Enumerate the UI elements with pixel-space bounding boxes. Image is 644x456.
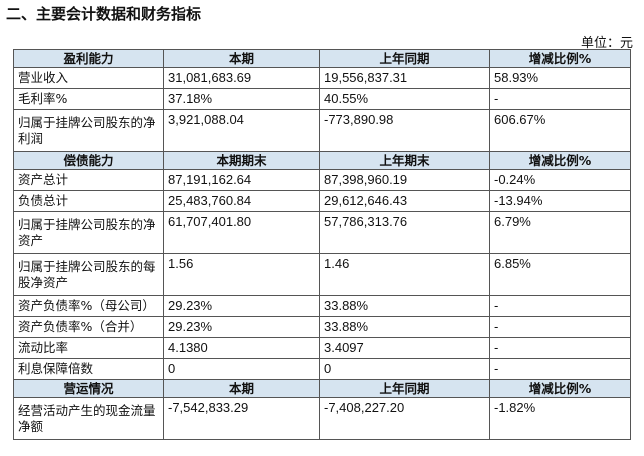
change-pct: 6.85% <box>489 253 631 296</box>
current-value: 61,707,401.80 <box>163 211 320 254</box>
current-value: 3,921,088.04 <box>163 109 320 152</box>
prior-value: 87,398,960.19 <box>319 169 490 191</box>
row-label: 流动比率 <box>13 337 164 359</box>
table-row: 经营活动产生的现金流量净额 -7,542,833.29 -7,408,227.2… <box>13 397 631 440</box>
prior-value: -7,408,227.20 <box>319 397 490 440</box>
section-header-solvency: 偿债能力 本期期末 上年期末 增减比例% <box>13 151 631 170</box>
table-row: 资产负债率%（合并） 29.23% 33.88% - <box>13 316 631 338</box>
row-label: 毛利率% <box>13 88 164 110</box>
header-cell: 增减比例% <box>489 379 631 398</box>
table-row: 归属于挂牌公司股东的净利润 3,921,088.04 -773,890.98 6… <box>13 109 631 152</box>
change-pct: - <box>489 316 631 338</box>
row-label: 营业收入 <box>13 67 164 89</box>
table-row: 流动比率 4.1380 3.4097 - <box>13 337 631 359</box>
row-label: 归属于挂牌公司股东的净资产 <box>13 211 164 254</box>
change-pct: 6.79% <box>489 211 631 254</box>
table-row: 负债总计 25,483,760.84 29,612,646.43 -13.94% <box>13 190 631 212</box>
current-value: 87,191,162.64 <box>163 169 320 191</box>
section-heading: 二、主要会计数据和财务指标 <box>6 5 202 23</box>
header-cell: 增减比例% <box>489 49 631 68</box>
row-label: 利息保障倍数 <box>13 358 164 380</box>
prior-value: 40.55% <box>319 88 490 110</box>
current-value: 25,483,760.84 <box>163 190 320 212</box>
table-row: 毛利率% 37.18% 40.55% - <box>13 88 631 110</box>
header-cell: 上年期末 <box>319 151 490 170</box>
current-value: -7,542,833.29 <box>163 397 320 440</box>
change-pct: -1.82% <box>489 397 631 440</box>
current-value: 1.56 <box>163 253 320 296</box>
header-cell: 增减比例% <box>489 151 631 170</box>
current-value: 4.1380 <box>163 337 320 359</box>
row-label: 归属于挂牌公司股东的每股净资产 <box>13 253 164 296</box>
change-pct: -13.94% <box>489 190 631 212</box>
change-pct: 606.67% <box>489 109 631 152</box>
section-header-profitability: 盈利能力 本期 上年同期 增减比例% <box>13 49 631 68</box>
current-value: 29.23% <box>163 316 320 338</box>
change-pct: - <box>489 337 631 359</box>
unit-label: 单位：元 <box>580 36 633 51</box>
header-cell: 营运情况 <box>13 379 164 398</box>
prior-value: 29,612,646.43 <box>319 190 490 212</box>
table-row: 归属于挂牌公司股东的每股净资产 1.56 1.46 6.85% <box>13 253 631 296</box>
table-row: 归属于挂牌公司股东的净资产 61,707,401.80 57,786,313.7… <box>13 211 631 254</box>
current-value: 37.18% <box>163 88 320 110</box>
row-label: 资产负债率%（合并） <box>13 316 164 338</box>
current-value: 31,081,683.69 <box>163 67 320 89</box>
header-cell: 盈利能力 <box>13 49 164 68</box>
change-pct: - <box>489 88 631 110</box>
header-cell: 上年同期 <box>319 379 490 398</box>
prior-value: 3.4097 <box>319 337 490 359</box>
change-pct: -0.24% <box>489 169 631 191</box>
change-pct: - <box>489 295 631 317</box>
table-row: 资产总计 87,191,162.64 87,398,960.19 -0.24% <box>13 169 631 191</box>
table-row: 营业收入 31,081,683.69 19,556,837.31 58.93% <box>13 67 631 89</box>
row-label: 归属于挂牌公司股东的净利润 <box>13 109 164 152</box>
prior-value: 19,556,837.31 <box>319 67 490 89</box>
table-row: 资产负债率%（母公司） 29.23% 33.88% - <box>13 295 631 317</box>
header-cell: 本期 <box>163 379 320 398</box>
change-pct: - <box>489 358 631 380</box>
current-value: 29.23% <box>163 295 320 317</box>
prior-value: 33.88% <box>319 295 490 317</box>
header-cell: 本期期末 <box>163 151 320 170</box>
prior-value: 57,786,313.76 <box>319 211 490 254</box>
prior-value: 1.46 <box>319 253 490 296</box>
header-cell: 偿债能力 <box>13 151 164 170</box>
financial-indicators-table: 盈利能力 本期 上年同期 增减比例% 营业收入 31,081,683.69 19… <box>13 49 631 440</box>
header-cell: 上年同期 <box>319 49 490 68</box>
section-header-operations: 营运情况 本期 上年同期 增减比例% <box>13 379 631 398</box>
prior-value: -773,890.98 <box>319 109 490 152</box>
row-label: 资产负债率%（母公司） <box>13 295 164 317</box>
table-row: 利息保障倍数 0 0 - <box>13 358 631 380</box>
header-cell: 本期 <box>163 49 320 68</box>
change-pct: 58.93% <box>489 67 631 89</box>
row-label: 负债总计 <box>13 190 164 212</box>
row-label: 资产总计 <box>13 169 164 191</box>
prior-value: 33.88% <box>319 316 490 338</box>
row-label: 经营活动产生的现金流量净额 <box>13 397 164 440</box>
prior-value: 0 <box>319 358 490 380</box>
current-value: 0 <box>163 358 320 380</box>
